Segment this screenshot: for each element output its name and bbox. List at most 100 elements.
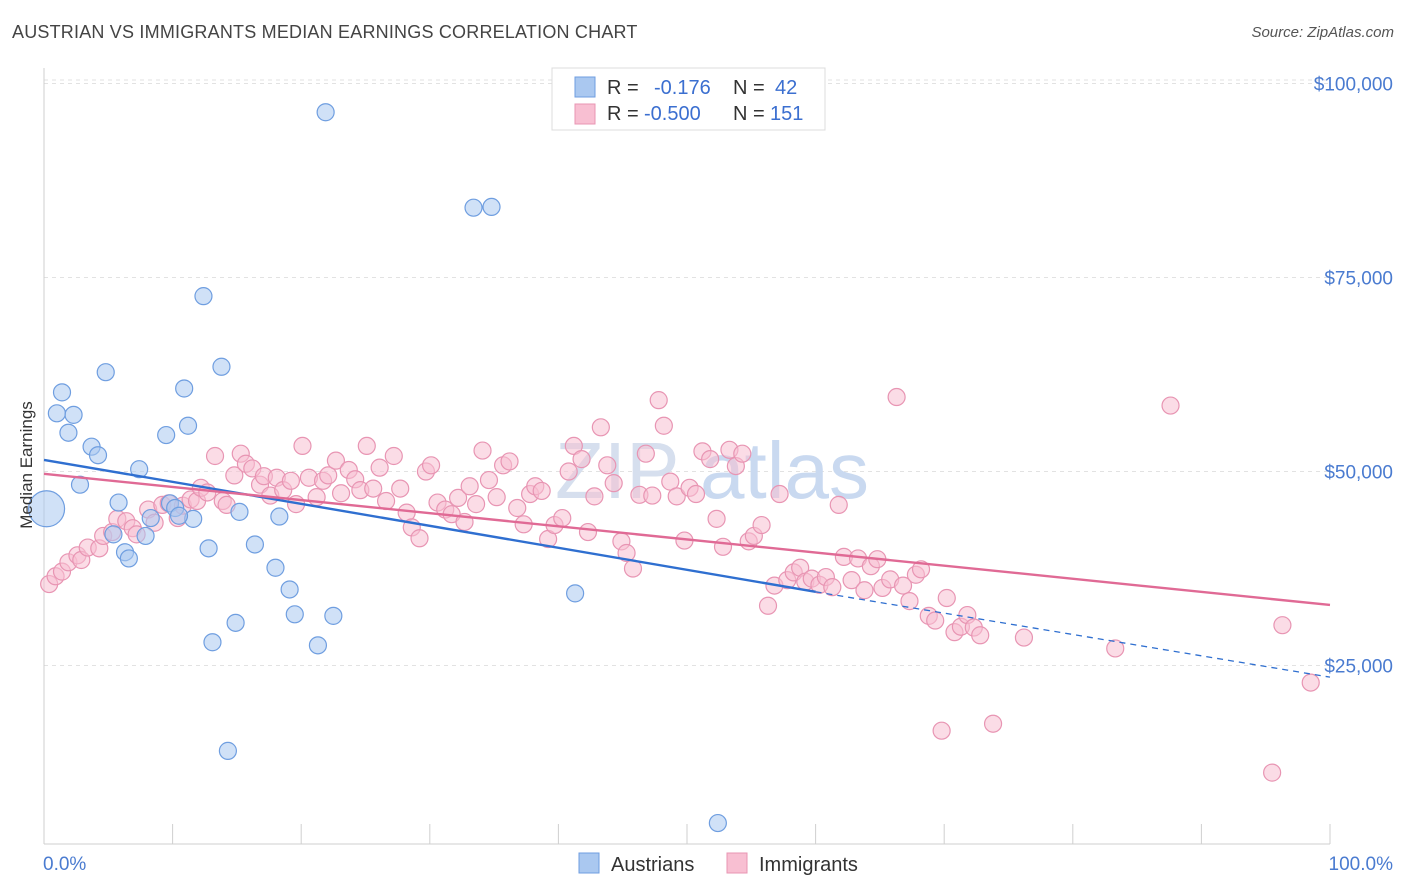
axes bbox=[43, 68, 1331, 845]
point-immigrants-134 bbox=[911, 560, 931, 579]
point-immigrants-79 bbox=[559, 462, 578, 481]
point-immigrants-38 bbox=[293, 436, 312, 456]
point-immigrants-91 bbox=[636, 444, 655, 463]
y-tick-label-3: $100,000 bbox=[1314, 75, 1393, 96]
point-austrians-38 bbox=[482, 197, 501, 217]
point-immigrants-36 bbox=[281, 471, 301, 490]
point-immigrants-66 bbox=[473, 441, 492, 460]
point-austrians-0 bbox=[27, 490, 66, 528]
chart-title: AUSTRIAN VS IMMIGRANTS MEDIAN EARNINGS C… bbox=[12, 22, 638, 42]
point-austrians-13 bbox=[119, 549, 138, 568]
point-austrians-3 bbox=[64, 405, 83, 424]
point-austrians-29 bbox=[245, 535, 265, 554]
legend-swatch-immigrants bbox=[574, 103, 596, 125]
grid-lines bbox=[44, 79, 1330, 667]
point-austrians-35 bbox=[324, 606, 343, 625]
point-austrians-39 bbox=[566, 584, 585, 603]
point-immigrants-96 bbox=[667, 487, 686, 506]
point-austrians-4 bbox=[59, 423, 78, 442]
point-immigrants-93 bbox=[649, 391, 668, 410]
point-immigrants-56 bbox=[410, 529, 429, 548]
bottom-legend-label-austrians: Austrians bbox=[611, 854, 694, 876]
point-immigrants-70 bbox=[500, 452, 519, 471]
point-austrians-31 bbox=[270, 507, 289, 526]
point-immigrants-130 bbox=[887, 387, 906, 407]
point-austrians-14 bbox=[136, 526, 155, 546]
data-points bbox=[27, 103, 1320, 833]
legend-r-value-1: -0.176 bbox=[654, 77, 711, 99]
point-immigrants-92 bbox=[643, 486, 662, 505]
point-immigrants-99 bbox=[686, 484, 706, 504]
point-immigrants-48 bbox=[357, 436, 376, 456]
point-immigrants-50 bbox=[370, 458, 389, 477]
point-immigrants-101 bbox=[701, 450, 720, 469]
point-austrians-37 bbox=[464, 198, 483, 217]
legend-n-label-1: N = bbox=[733, 77, 765, 99]
legend-r-label-2: R = bbox=[607, 103, 639, 125]
point-immigrants-125 bbox=[855, 581, 874, 600]
point-immigrants-106 bbox=[733, 444, 752, 463]
point-immigrants-83 bbox=[585, 487, 604, 506]
legend-swatch-austrians bbox=[574, 76, 596, 98]
point-austrians-6 bbox=[88, 446, 108, 465]
point-immigrants-150 bbox=[1301, 673, 1320, 692]
point-austrians-36 bbox=[316, 103, 335, 122]
legend-n-value-1: 42 bbox=[775, 77, 797, 99]
point-immigrants-110 bbox=[758, 596, 778, 615]
point-immigrants-145 bbox=[1014, 628, 1034, 647]
point-immigrants-62 bbox=[448, 488, 468, 508]
point-immigrants-27 bbox=[225, 466, 244, 485]
point-immigrants-112 bbox=[770, 484, 789, 504]
point-immigrants-86 bbox=[604, 474, 623, 493]
point-austrians-30 bbox=[266, 558, 285, 577]
point-immigrants-78 bbox=[553, 508, 572, 528]
legend-r-value-2: -0.500 bbox=[644, 103, 701, 125]
point-immigrants-65 bbox=[466, 495, 486, 514]
point-immigrants-64 bbox=[460, 477, 479, 496]
point-immigrants-67 bbox=[479, 470, 499, 490]
point-austrians-22 bbox=[194, 287, 213, 306]
point-immigrants-144 bbox=[983, 714, 1003, 733]
point-immigrants-109 bbox=[752, 515, 771, 535]
y-tick-label-0: $25,000 bbox=[1324, 657, 1393, 678]
point-immigrants-85 bbox=[598, 456, 617, 475]
point-immigrants-149 bbox=[1273, 616, 1292, 635]
bottom-legend-swatch-austrians bbox=[578, 852, 600, 874]
point-austrians-27 bbox=[226, 613, 245, 632]
bottom-legend: Austrians Immigrants bbox=[578, 852, 858, 876]
point-austrians-28 bbox=[230, 502, 249, 521]
point-immigrants-75 bbox=[532, 481, 551, 501]
y-tick-label-2: $75,000 bbox=[1324, 269, 1393, 290]
point-austrians-7 bbox=[70, 475, 90, 494]
point-immigrants-147 bbox=[1161, 396, 1180, 415]
point-immigrants-136 bbox=[926, 611, 945, 630]
point-immigrants-123 bbox=[842, 571, 861, 590]
point-immigrants-43 bbox=[326, 451, 346, 470]
point-immigrants-44 bbox=[331, 484, 351, 503]
point-austrians-25 bbox=[212, 357, 231, 376]
point-austrians-34 bbox=[308, 636, 328, 655]
point-austrians-10 bbox=[109, 493, 128, 512]
point-immigrants-103 bbox=[713, 537, 733, 556]
trend-lines bbox=[43, 458, 1331, 678]
point-immigrants-68 bbox=[487, 488, 506, 507]
point-immigrants-49 bbox=[364, 479, 383, 498]
point-austrians-40 bbox=[708, 813, 727, 833]
point-immigrants-58 bbox=[421, 456, 441, 475]
legend-box bbox=[551, 67, 826, 131]
point-austrians-2 bbox=[52, 383, 72, 402]
y-axis-title: Median Earnings bbox=[17, 401, 36, 529]
point-austrians-26 bbox=[218, 741, 237, 760]
point-austrians-1 bbox=[47, 404, 66, 423]
point-immigrants-71 bbox=[508, 498, 527, 518]
y-tick-labels: $25,000 $50,000 $75,000 $100,000 bbox=[1314, 75, 1393, 678]
point-austrians-41 bbox=[169, 506, 189, 525]
point-austrians-23 bbox=[199, 539, 218, 558]
point-immigrants-52 bbox=[384, 446, 403, 466]
point-austrians-11 bbox=[141, 508, 160, 528]
x-tick-label-max: 100.0% bbox=[1329, 854, 1394, 875]
point-immigrants-42 bbox=[319, 466, 338, 485]
legend-n-label-2: N = bbox=[733, 103, 765, 125]
point-immigrants-81 bbox=[572, 450, 591, 469]
